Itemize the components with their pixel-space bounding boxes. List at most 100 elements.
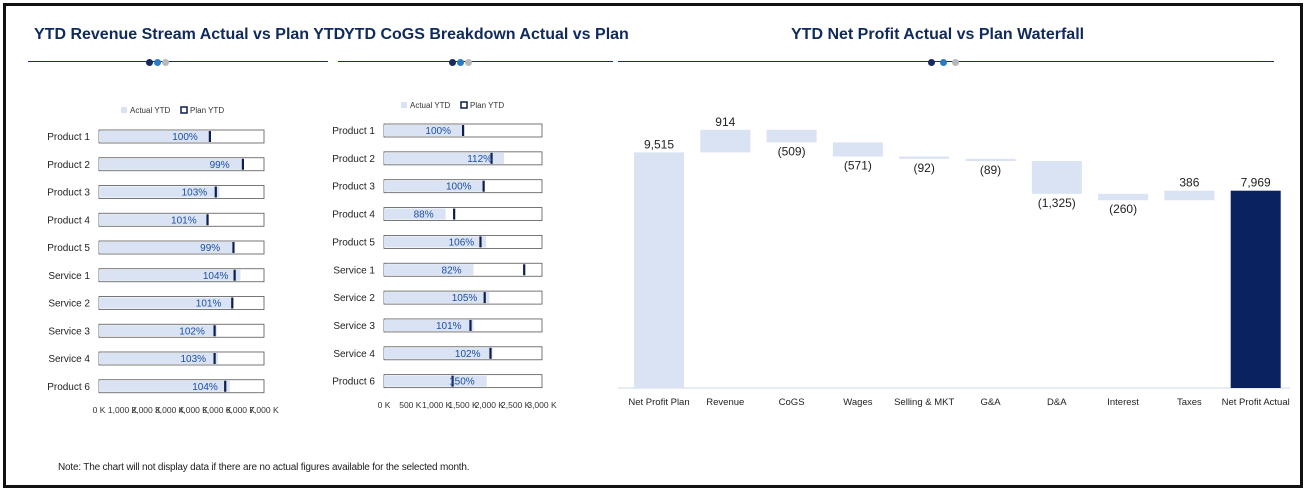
actual-bar bbox=[99, 242, 233, 253]
category-label: Product 1 bbox=[332, 126, 375, 137]
x-tick-label: 4,000 K bbox=[179, 405, 209, 415]
value-label: (509) bbox=[778, 144, 806, 158]
value-label: (571) bbox=[844, 159, 872, 173]
legend-actual-swatch bbox=[121, 107, 127, 113]
waterfall-bar bbox=[1230, 190, 1281, 388]
value-label: 7,969 bbox=[1241, 176, 1271, 190]
dot-grey-icon bbox=[952, 59, 959, 66]
actual-bar bbox=[384, 180, 484, 192]
percent-label: 100% bbox=[172, 132, 198, 143]
legend-actual-label: Actual YTD bbox=[410, 101, 451, 110]
category-label: Revenue bbox=[706, 397, 744, 408]
category-label: Service 4 bbox=[48, 354, 90, 365]
plan-marker bbox=[453, 208, 456, 220]
x-tick-label: 1,500 K bbox=[448, 400, 478, 410]
plan-marker bbox=[213, 325, 216, 337]
percent-label: 104% bbox=[203, 271, 229, 282]
plan-marker bbox=[489, 347, 492, 359]
x-tick-label: 1,000 K bbox=[108, 405, 138, 415]
percent-label: 82% bbox=[442, 265, 462, 276]
waterfall-bar bbox=[1031, 161, 1082, 194]
percent-label: 105% bbox=[452, 293, 478, 304]
x-tick-label: 500 K bbox=[399, 400, 422, 410]
category-label: Product 2 bbox=[47, 160, 90, 171]
legend-actual-swatch bbox=[401, 102, 407, 108]
plan-marker bbox=[523, 264, 526, 276]
legend-actual-label: Actual YTD bbox=[130, 106, 171, 115]
category-label: Service 2 bbox=[48, 299, 90, 310]
actual-bar bbox=[384, 208, 446, 220]
actual-bar bbox=[99, 214, 209, 226]
x-tick-label: 7,000 K bbox=[249, 405, 279, 415]
category-label: Service 3 bbox=[48, 326, 90, 337]
actual-bar bbox=[384, 319, 474, 331]
percent-label: 104% bbox=[192, 382, 218, 393]
plan-marker bbox=[224, 380, 227, 392]
percent-label: 99% bbox=[200, 243, 220, 254]
plan-marker bbox=[241, 158, 244, 170]
category-label: Net Profit Actual bbox=[1222, 397, 1290, 408]
actual-bar bbox=[99, 131, 210, 142]
x-tick-label: 3,000 K bbox=[155, 405, 185, 415]
actual-bar bbox=[99, 269, 241, 281]
percent-label: 101% bbox=[171, 215, 197, 226]
percent-label: 150% bbox=[449, 377, 475, 388]
waterfall-bar bbox=[700, 129, 751, 153]
category-label: Product 3 bbox=[332, 182, 375, 193]
category-label: Service 1 bbox=[333, 265, 375, 276]
category-label: Wages bbox=[843, 397, 872, 408]
dot-grey-icon bbox=[465, 59, 472, 66]
category-label: G&A bbox=[980, 397, 1001, 408]
value-label: (1,325) bbox=[1038, 196, 1076, 210]
actual-bar bbox=[384, 264, 474, 276]
x-tick-label: 0 K bbox=[378, 400, 391, 410]
x-tick-label: 2,000 K bbox=[131, 405, 161, 415]
actual-bar bbox=[384, 347, 493, 359]
category-label: Interest bbox=[1107, 397, 1139, 408]
waterfall-bar bbox=[1164, 190, 1215, 201]
actual-bar bbox=[384, 236, 487, 248]
category-label: Product 3 bbox=[47, 188, 90, 199]
category-label: Product 5 bbox=[332, 237, 375, 248]
x-tick-label: 6,000 K bbox=[226, 405, 256, 415]
category-label: Service 4 bbox=[333, 349, 375, 360]
category-label: Net Profit Plan bbox=[628, 397, 689, 408]
plan-marker bbox=[208, 131, 211, 142]
percent-label: 106% bbox=[449, 237, 475, 248]
value-label: 914 bbox=[715, 115, 735, 129]
percent-label: 100% bbox=[446, 182, 472, 193]
x-tick-label: 2,500 K bbox=[501, 400, 531, 410]
value-label: (260) bbox=[1109, 202, 1137, 216]
x-tick-label: 2,000 K bbox=[475, 400, 505, 410]
dot-blue-icon bbox=[457, 59, 464, 66]
dot-blue-icon bbox=[940, 59, 947, 66]
category-label: Service 3 bbox=[333, 321, 375, 332]
x-tick-label: 3,000 K bbox=[527, 400, 557, 410]
plan-marker bbox=[462, 125, 465, 136]
actual-bar bbox=[99, 325, 217, 337]
actual-bar bbox=[384, 152, 505, 164]
percent-label: 102% bbox=[179, 326, 205, 337]
actual-bar bbox=[99, 353, 219, 364]
plan-marker bbox=[490, 152, 493, 164]
plan-marker bbox=[233, 269, 236, 281]
category-label: Service 1 bbox=[48, 271, 90, 282]
dot-dark-icon bbox=[449, 59, 456, 66]
actual-bar bbox=[384, 375, 487, 387]
cogs-chart-title: YTD CoGS Breakdown Actual vs Plan bbox=[344, 26, 629, 43]
cogs-title-divider bbox=[338, 61, 613, 62]
actual-bar bbox=[99, 297, 234, 309]
x-tick-label: 1,000 K bbox=[422, 400, 452, 410]
plan-marker bbox=[479, 236, 482, 248]
revenue-chart-title: YTD Revenue Stream Actual vs Plan YTD bbox=[34, 26, 346, 43]
plan-marker bbox=[469, 319, 472, 331]
percent-label: 103% bbox=[182, 188, 208, 199]
dot-blue-icon bbox=[154, 59, 161, 66]
plan-marker bbox=[231, 297, 234, 309]
dot-dark-icon bbox=[928, 59, 935, 66]
category-label: Product 4 bbox=[47, 215, 90, 226]
plan-marker bbox=[451, 375, 454, 387]
actual-bar bbox=[384, 292, 490, 304]
plan-marker bbox=[483, 292, 486, 304]
category-label: Service 2 bbox=[333, 293, 375, 304]
